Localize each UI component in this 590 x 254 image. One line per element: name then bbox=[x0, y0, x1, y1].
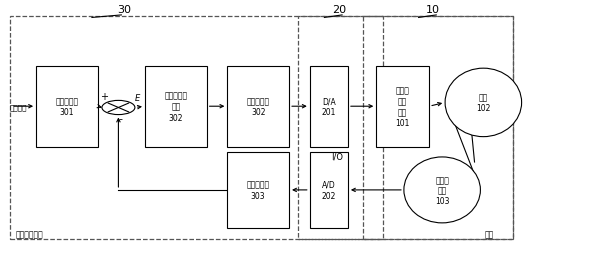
Text: +: + bbox=[100, 92, 108, 102]
Bar bbox=[376, 66, 429, 147]
Text: I/O: I/O bbox=[332, 152, 343, 161]
Bar bbox=[310, 66, 348, 147]
Text: 10: 10 bbox=[427, 5, 440, 14]
Bar bbox=[9, 17, 513, 240]
Bar bbox=[310, 152, 348, 228]
Bar bbox=[145, 66, 206, 147]
Text: A/D
202: A/D 202 bbox=[322, 180, 336, 200]
Text: -: - bbox=[118, 113, 122, 123]
Ellipse shape bbox=[404, 157, 480, 223]
Text: E: E bbox=[135, 93, 140, 102]
Ellipse shape bbox=[445, 69, 522, 137]
Text: 20: 20 bbox=[332, 5, 346, 14]
Text: D/A
201: D/A 201 bbox=[322, 97, 336, 117]
Text: 驱动器接口
302: 驱动器接口 302 bbox=[247, 97, 270, 117]
Text: 数字伺服控
制器
302: 数字伺服控 制器 302 bbox=[164, 91, 188, 122]
Text: 速度或
电流
控制
101: 速度或 电流 控制 101 bbox=[395, 86, 410, 128]
Bar bbox=[227, 152, 289, 228]
Text: 传感器接口
303: 传感器接口 303 bbox=[247, 180, 270, 200]
Text: 电机
102: 电机 102 bbox=[476, 93, 490, 113]
Bar bbox=[363, 17, 513, 240]
Text: 运动控制固件: 运动控制固件 bbox=[15, 230, 43, 239]
Bar bbox=[227, 66, 289, 147]
Text: 30: 30 bbox=[117, 5, 132, 14]
Bar bbox=[36, 66, 98, 147]
Circle shape bbox=[102, 101, 135, 115]
Text: 位置传
感器
103: 位置传 感器 103 bbox=[435, 175, 450, 205]
Text: 模型: 模型 bbox=[484, 230, 494, 239]
Text: 获取设置点
301: 获取设置点 301 bbox=[55, 97, 78, 117]
Bar bbox=[298, 17, 384, 240]
Text: 终点位置: 终点位置 bbox=[9, 104, 27, 110]
